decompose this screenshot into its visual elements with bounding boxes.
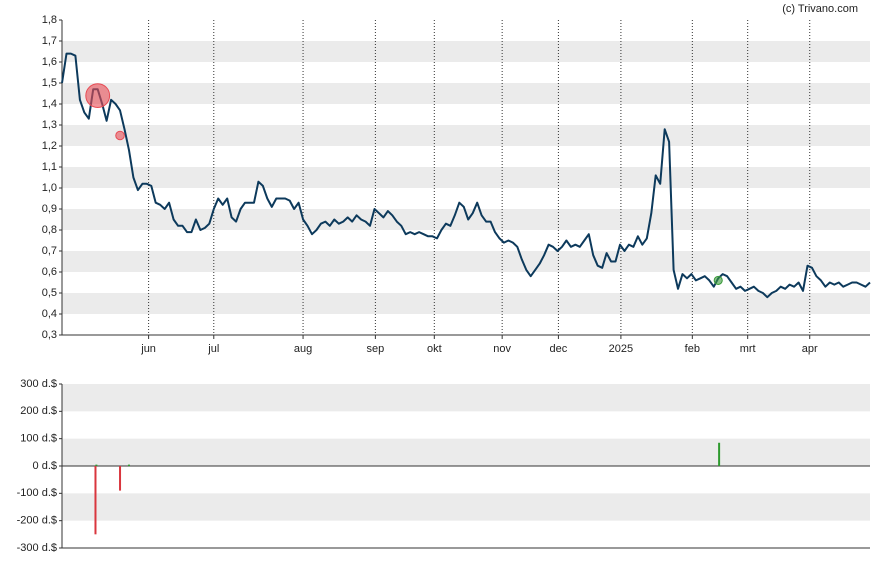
grid-band bbox=[62, 438, 870, 466]
grid-band bbox=[62, 209, 870, 230]
x-tick-label: jul bbox=[207, 343, 219, 355]
y-tick-label: 0,6 bbox=[42, 266, 57, 278]
x-tick-label: 2025 bbox=[609, 343, 633, 355]
y-tick-label: 1,6 bbox=[42, 56, 57, 68]
trade-bar bbox=[119, 466, 122, 491]
x-tick-label: mrt bbox=[740, 343, 756, 355]
grid-band bbox=[62, 125, 870, 146]
trade-bar bbox=[718, 442, 721, 466]
source: (c) Trivano.com bbox=[782, 3, 858, 15]
price-line bbox=[61, 52, 871, 299]
y-tick-label: 100 d.$ bbox=[20, 433, 57, 445]
trade-bar bbox=[95, 464, 98, 466]
grid-band bbox=[62, 41, 870, 62]
y-tick-label: 0,7 bbox=[42, 245, 57, 257]
y-tick-label: 1,7 bbox=[42, 35, 57, 47]
y-tick-label: 300 d.$ bbox=[20, 378, 57, 390]
grid-band bbox=[62, 167, 870, 188]
x-tick-label: jun bbox=[140, 343, 156, 355]
y-tick-label: -300 d.$ bbox=[17, 542, 57, 554]
x-tick-label: dec bbox=[550, 343, 568, 355]
trade-bar bbox=[94, 466, 97, 535]
y-tick-label: 1,5 bbox=[42, 77, 57, 89]
y-tick-label: 1,4 bbox=[42, 98, 57, 110]
x-tick-label: aug bbox=[294, 343, 312, 355]
y-tick-label: 1,2 bbox=[42, 140, 57, 152]
y-tick-label: 1,0 bbox=[42, 182, 57, 194]
y-tick-label: 1,8 bbox=[42, 14, 57, 26]
grid-band bbox=[62, 251, 870, 272]
trade-marker bbox=[713, 275, 723, 285]
y-tick-label: 1,1 bbox=[42, 161, 57, 173]
y-tick-label: -200 d.$ bbox=[17, 515, 57, 527]
y-tick-label: -100 d.$ bbox=[17, 487, 57, 499]
y-tick-label: 1,3 bbox=[42, 119, 57, 131]
x-tick-label: nov bbox=[493, 343, 511, 355]
y-tick-label: 0,5 bbox=[42, 287, 57, 299]
x-tick-label: apr bbox=[802, 343, 818, 355]
grid-band bbox=[62, 293, 870, 314]
y-tick-label: 0,3 bbox=[42, 329, 57, 341]
y-tick-label: 0 d.$ bbox=[33, 460, 57, 472]
grid-band bbox=[62, 384, 870, 412]
trade-marker bbox=[85, 83, 111, 109]
y-tick-label: 0,4 bbox=[42, 308, 57, 320]
grid-band bbox=[62, 83, 870, 104]
grid-band bbox=[62, 493, 870, 521]
trade-bar bbox=[127, 464, 130, 466]
x-tick-label: sep bbox=[367, 343, 385, 355]
trade-marker bbox=[115, 130, 125, 141]
y-tick-label: 200 d.$ bbox=[20, 405, 57, 417]
y-tick-label: 0,8 bbox=[42, 224, 57, 236]
y-tick-label: 0,9 bbox=[42, 203, 57, 215]
x-tick-label: okt bbox=[427, 343, 442, 355]
x-tick-label: feb bbox=[685, 343, 700, 355]
